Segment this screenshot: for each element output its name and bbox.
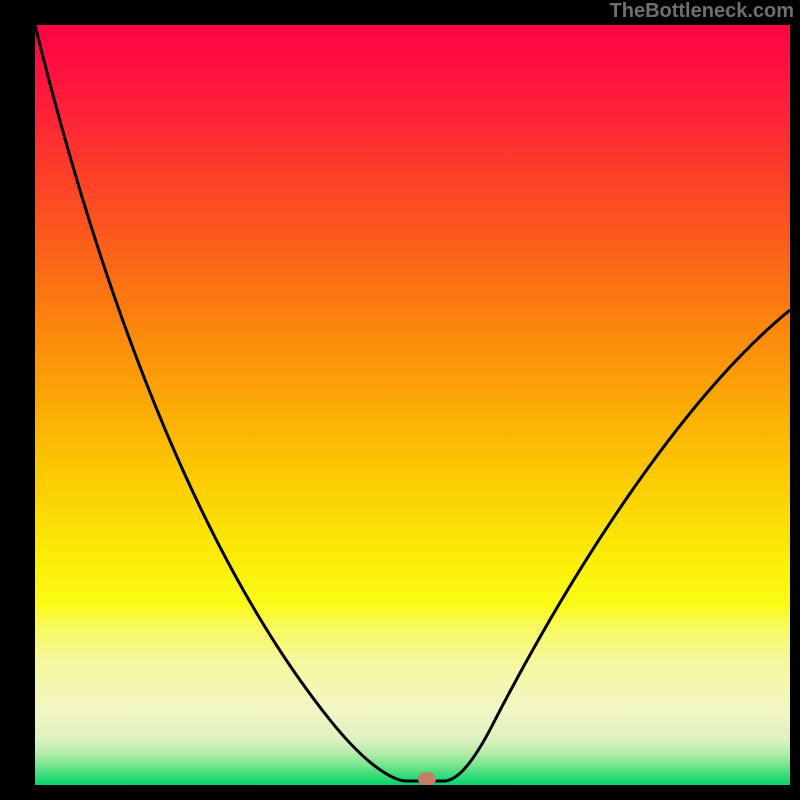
- chart-container: TheBottleneck.com: [0, 0, 800, 800]
- watermark-text: TheBottleneck.com: [610, 0, 794, 23]
- frame-bottom: [0, 785, 800, 800]
- bottleneck-chart: [0, 0, 800, 800]
- plot-background: [35, 25, 790, 785]
- frame-left: [0, 0, 35, 800]
- optimal-point-marker: [418, 772, 436, 786]
- frame-right: [790, 0, 800, 800]
